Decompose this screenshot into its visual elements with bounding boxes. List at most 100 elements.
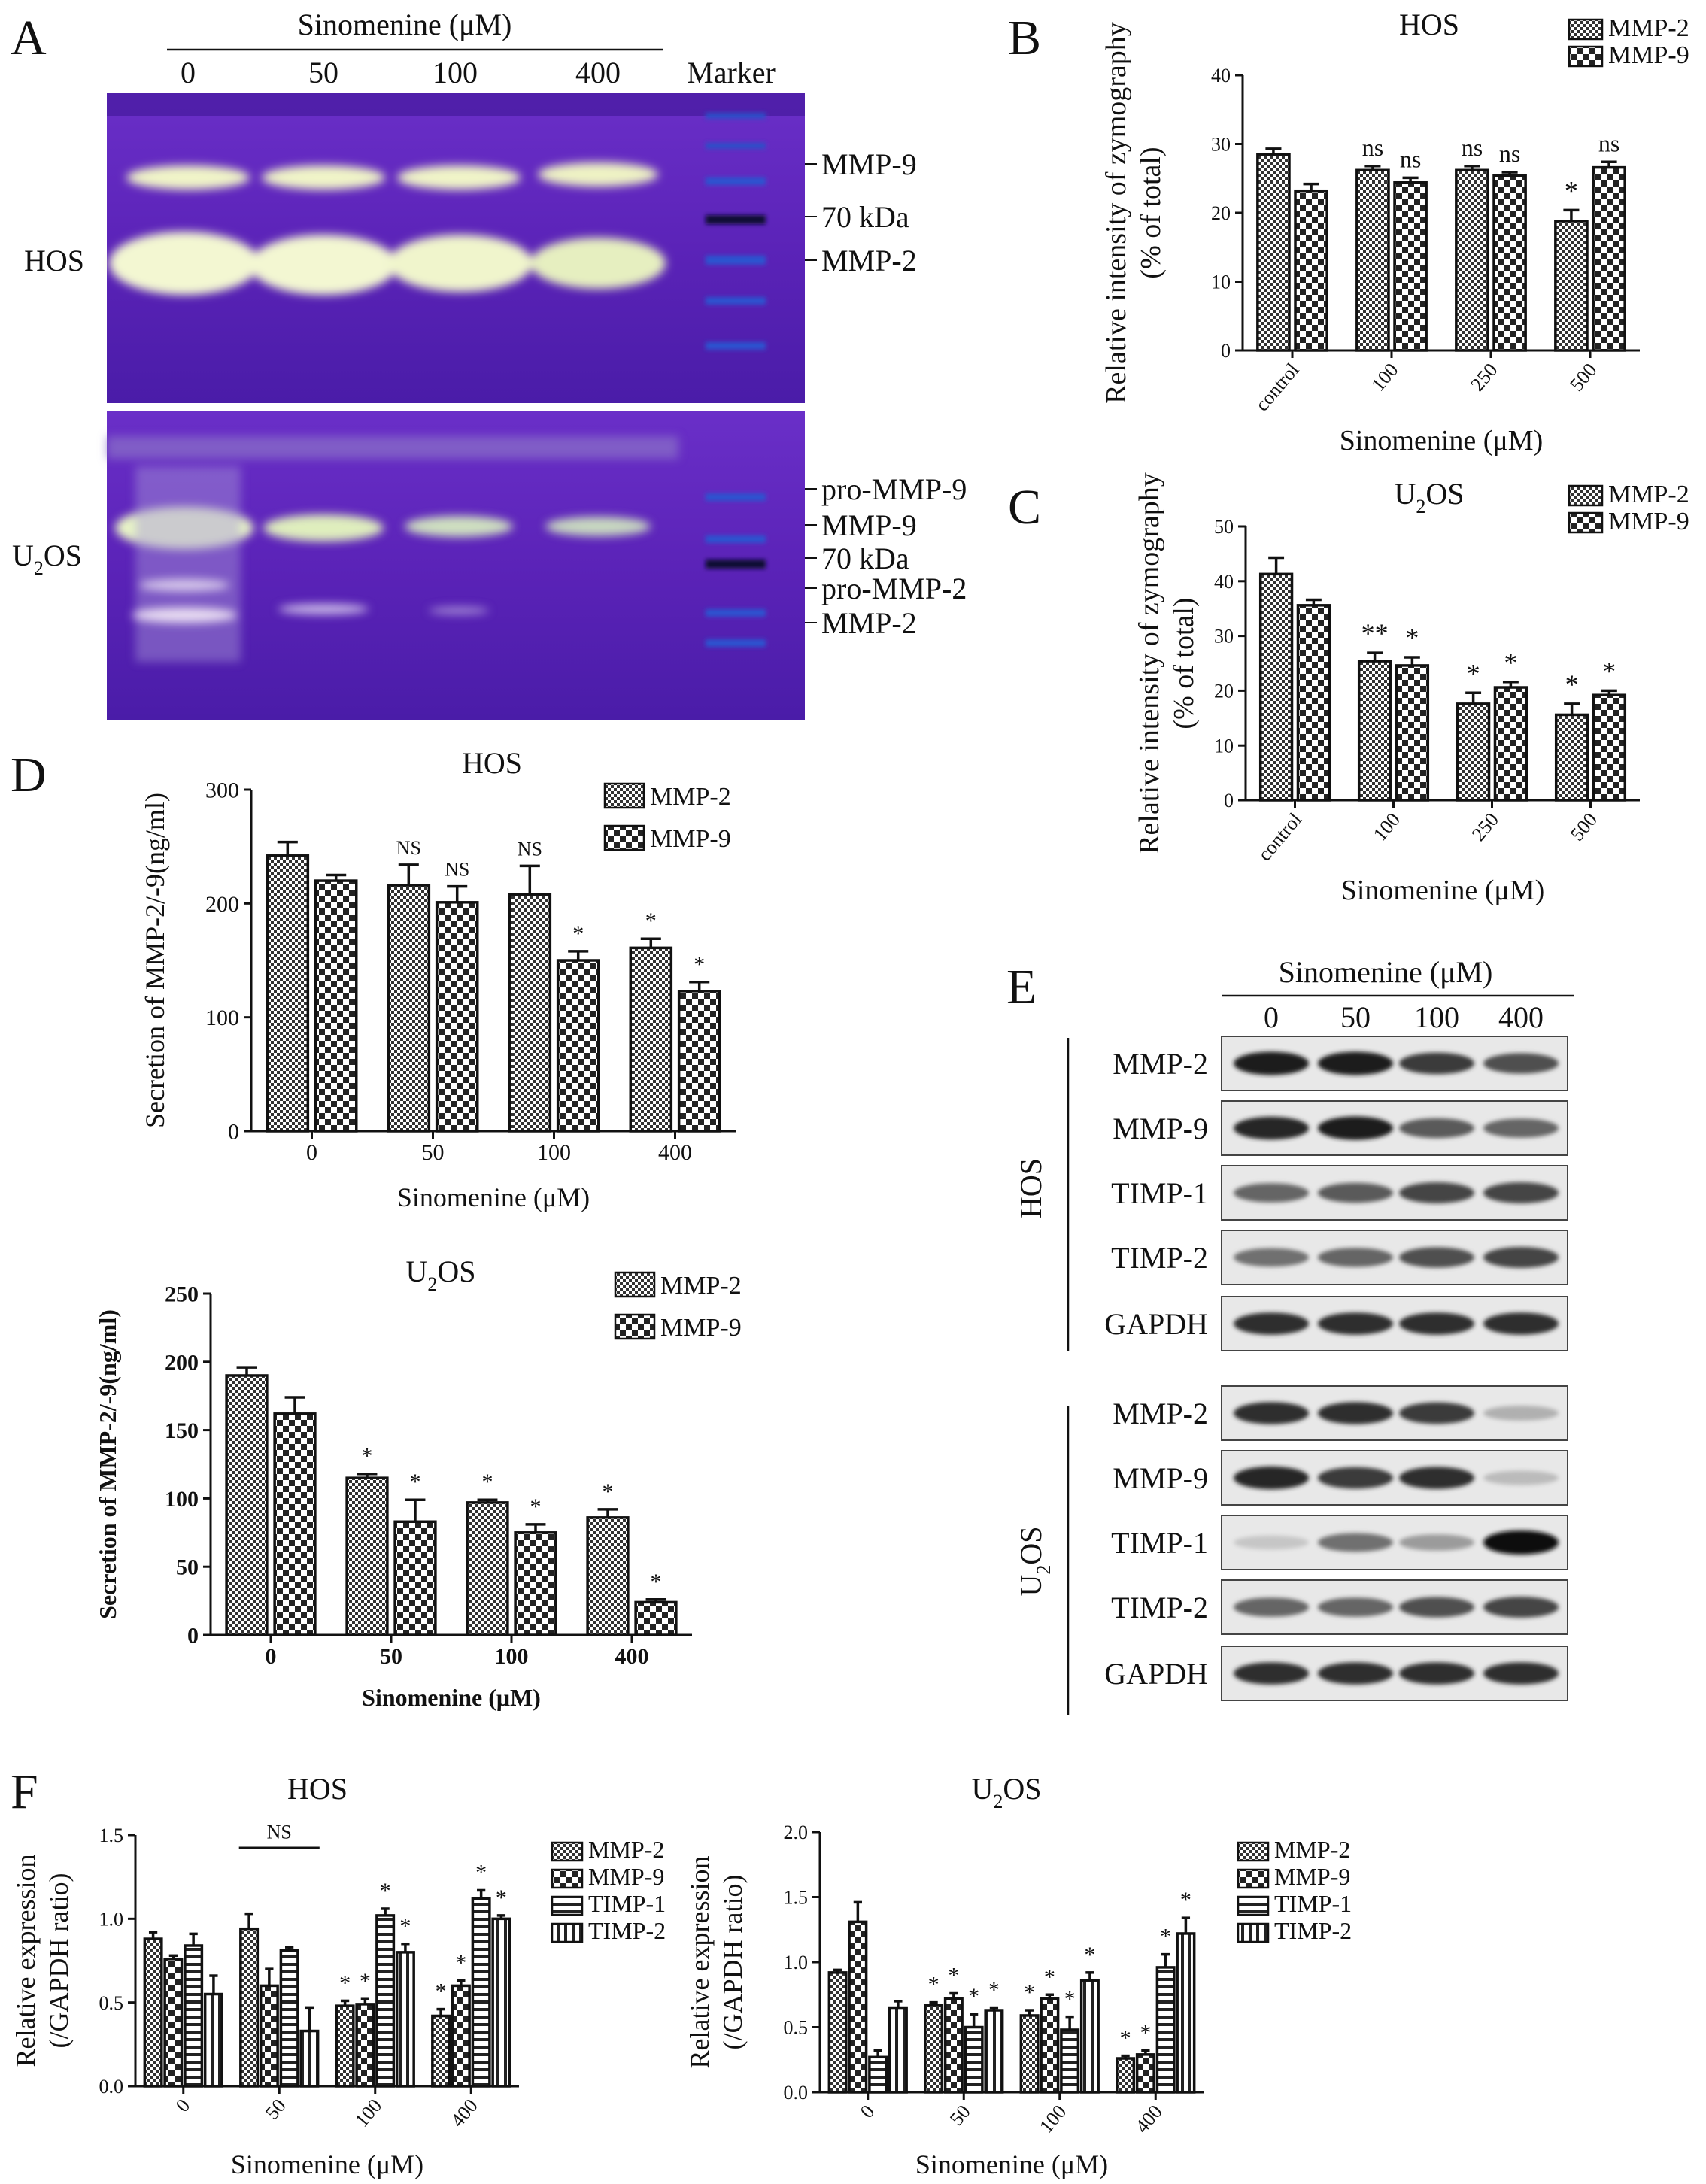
chart-title: HOS xyxy=(287,1772,348,1806)
y-tick-label: 50 xyxy=(1214,516,1234,538)
y-axis-label: (% of total) xyxy=(1135,147,1167,278)
legend-swatch-mmp-9 xyxy=(603,824,645,851)
bar-mmp-2-100 xyxy=(466,1501,509,1636)
x-tick-label: 100 xyxy=(1035,2101,1070,2137)
significance-mark: * xyxy=(1024,1980,1035,2005)
zymo-hos-band-70kda: 70 kDa xyxy=(821,200,909,234)
x-axis-label: Sinomenine (μM) xyxy=(1341,875,1545,906)
legend-label-mmp-9: MMP-9 xyxy=(1608,41,1689,69)
bar-mmp-9-0 xyxy=(163,1958,184,2088)
y-tick-label: 1.5 xyxy=(99,1825,124,1846)
x-axis-label: Sinomenine (μM) xyxy=(397,1182,590,1212)
bar-mmp-9-50 xyxy=(943,1997,964,2094)
zymo-lane-0: 0 xyxy=(181,56,196,89)
blot-band-hos-mmp-2-1 xyxy=(1318,1051,1393,1075)
bar-mmp-2-50 xyxy=(924,2004,944,2094)
x-tick-label: 100 xyxy=(1367,359,1402,396)
blot-band-hos-timp-2-1 xyxy=(1318,1248,1393,1267)
x-tick-label: 100 xyxy=(351,2095,386,2131)
blot-band-hos-timp-1-2 xyxy=(1399,1182,1474,1203)
y-tick-label: 20 xyxy=(1211,202,1231,224)
bar-mmp-2-400 xyxy=(431,2014,451,2088)
bar-mmp-9-50 xyxy=(435,901,479,1133)
bar-timp-2-0 xyxy=(203,1992,223,2088)
bar-timp-1-400 xyxy=(1155,1966,1176,2094)
zymo-u2os-band-70kda: 70 kDa xyxy=(821,541,909,575)
legend-swatch-timp-1 xyxy=(1237,1895,1270,1916)
y-axis-label: Relative intensity of zymography xyxy=(1134,472,1165,854)
bar-timp-1-0 xyxy=(184,1944,204,2088)
bar-mmp-9-250 xyxy=(1492,174,1527,352)
blot-band-u2os-timp-2-3 xyxy=(1483,1597,1559,1618)
blot-band-hos-timp-2-0 xyxy=(1234,1248,1309,1267)
significance-mark: * xyxy=(1044,1964,1055,1989)
legend-label-mmp-2: MMP-2 xyxy=(1608,481,1689,508)
blot-band-u2os-mmp-2-1 xyxy=(1318,1402,1393,1424)
significance-mark: * xyxy=(948,1964,959,1988)
zymo-u2os-band-promm2: pro-MMP-2 xyxy=(821,572,967,605)
bar-mmp-9-400 xyxy=(1135,2053,1155,2094)
bar-mmp-2-500 xyxy=(1554,713,1589,802)
bar-mmp-9-50 xyxy=(259,1984,279,2088)
western-lane-50: 50 xyxy=(1340,1000,1371,1034)
chart-title: U2OS xyxy=(1394,477,1464,517)
bar-mmp-2-50 xyxy=(345,1476,389,1636)
blot-band-u2os-gapdh-3 xyxy=(1483,1662,1559,1685)
y-tick-label: 2.0 xyxy=(784,1822,809,1843)
significance-mark: * xyxy=(651,1570,662,1594)
significance-mark: * xyxy=(455,1951,466,1976)
x-tick-label: control xyxy=(1254,808,1307,865)
x-tick-label: 100 xyxy=(537,1140,571,1165)
significance-mark: * xyxy=(968,1984,979,2009)
bar-timp-2-100 xyxy=(1079,1979,1100,2094)
blot-band-u2os-mmp-9-0 xyxy=(1234,1466,1309,1490)
significance-mark: * xyxy=(482,1470,493,1494)
bar-mmp-2-control xyxy=(1258,572,1294,802)
blot-label-u2os-gapdh: GAPDH xyxy=(1104,1657,1208,1691)
bar-mmp-9-100 xyxy=(556,959,600,1133)
x-tick-label: 500 xyxy=(1566,808,1601,845)
legend-label-mmp-9: MMP-9 xyxy=(588,1863,664,1890)
blot-band-hos-timp-1-3 xyxy=(1483,1182,1559,1203)
zymo-u2os-band-mmp2: MMP-2 xyxy=(821,606,917,640)
significance-mark: ns xyxy=(1598,129,1619,156)
significance-mark: * xyxy=(694,952,705,977)
bar-mmp-9-100 xyxy=(355,2003,375,2088)
significance-mark: * xyxy=(530,1494,542,1519)
blot-band-u2os-gapdh-1 xyxy=(1318,1662,1393,1685)
panel-letter-b: B xyxy=(1008,11,1041,65)
bar-mmp-2-250 xyxy=(1456,702,1491,802)
legend-label-timp-2: TIMP-2 xyxy=(588,1917,666,1944)
significance-mark: * xyxy=(1084,1943,1095,1967)
legend-swatch-mmp-2 xyxy=(603,782,645,809)
bar-mmp-9-100 xyxy=(1040,1997,1060,2094)
legend-swatch-mmp-9 xyxy=(551,1868,584,1889)
blot-band-hos-mmp-9-2 xyxy=(1399,1118,1474,1139)
western-lane-100: 100 xyxy=(1414,1000,1459,1034)
x-tick-label: 100 xyxy=(495,1644,529,1669)
chart-title: HOS xyxy=(1399,8,1459,41)
x-tick-label: 100 xyxy=(1369,808,1404,845)
significance-mark: * xyxy=(988,1978,1000,2003)
x-tick-label: 400 xyxy=(658,1140,692,1165)
x-tick-label: 0 xyxy=(266,1644,277,1669)
blot-band-hos-timp-2-3 xyxy=(1483,1247,1559,1268)
legend-label-mmp-2: MMP-2 xyxy=(1608,14,1689,42)
y-tick-label: 0 xyxy=(1224,790,1234,811)
blot-band-hos-timp-2-2 xyxy=(1399,1247,1474,1268)
significance-mark: * xyxy=(1064,1987,1076,2012)
significance-mark: * xyxy=(436,1979,447,2004)
x-tick-label: 500 xyxy=(1565,359,1601,396)
zymo-u2os-band-promm9: pro-MMP-9 xyxy=(821,472,967,506)
bar-mmp-9-500 xyxy=(1592,693,1627,802)
y-tick-label: 100 xyxy=(205,1006,239,1030)
y-tick-label: 0.5 xyxy=(784,2017,809,2039)
legend-label-timp-2: TIMP-2 xyxy=(1274,1917,1352,1944)
x-axis-label: Sinomenine (μM) xyxy=(915,2149,1108,2179)
legend-swatch-mmp-2 xyxy=(1568,484,1604,507)
bar-mmp-2-500 xyxy=(1554,220,1589,352)
legend-label-mmp-9: MMP-9 xyxy=(1608,508,1689,535)
